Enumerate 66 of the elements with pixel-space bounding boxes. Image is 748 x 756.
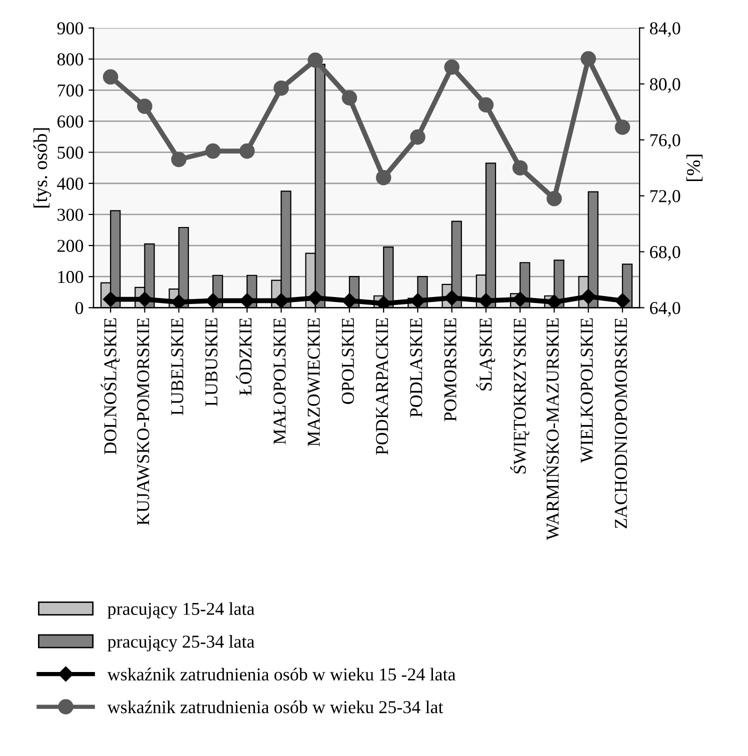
point <box>102 69 118 85</box>
point <box>239 143 255 159</box>
point <box>444 59 460 75</box>
point <box>410 129 426 145</box>
point <box>512 160 528 176</box>
y-tick-label: 700 <box>58 84 84 97</box>
y2-tick-label: 84,0 <box>650 22 680 38</box>
point <box>308 290 323 306</box>
x-tick-label: ŚLĄSKIE <box>476 318 496 390</box>
point <box>376 170 392 186</box>
x-tick-label: DOLNOŚLĄSKIE <box>100 318 120 454</box>
point <box>546 294 562 308</box>
point <box>342 90 358 106</box>
x-tick-label: ZACHODNIOPOMORSKIE <box>614 318 627 528</box>
point <box>546 190 562 206</box>
point <box>444 290 460 306</box>
y-tick-label: 500 <box>58 146 84 159</box>
legend-label: pracujący 25-34 lata <box>108 635 254 652</box>
point <box>171 152 186 168</box>
x-tick-label: WARMIŃSKO-MAZURSKIE <box>543 318 559 540</box>
point <box>137 98 152 114</box>
y-tick-label: 0 <box>75 302 84 314</box>
y-axis-title: [tys. osób] <box>33 128 52 208</box>
y2-tick-label: 64,0 <box>650 302 680 317</box>
x-tick-label: WIELKOPOLSKIE <box>580 318 593 463</box>
y-tick-label: 400 <box>57 178 84 190</box>
x-tick-label: MAZOWIECKIE <box>308 318 320 446</box>
x-tick-label: PODKARPACKIE <box>376 318 388 455</box>
point <box>205 143 221 159</box>
legend-label: wskaźnik zatrudnienia osób w wieku 15 -24 lata <box>107 668 456 681</box>
point <box>308 52 323 68</box>
y-tick-label: 600 <box>57 115 84 128</box>
y-tick-label: 200 <box>57 240 84 252</box>
legend-label: wskaźnik zatrudnienia osób w wieku 25-34 lat <box>107 700 444 714</box>
y-tick-label: 100 <box>58 270 84 284</box>
point <box>342 293 358 308</box>
point <box>614 293 630 308</box>
y-tick-label: 800 <box>57 53 84 66</box>
x-tick-label: LUBUSKIE <box>205 318 218 406</box>
y2-tick-label: 76,0 <box>650 134 680 149</box>
y2-tick-label: 80,0 <box>650 78 680 93</box>
x-tick-label: POMORSKIE <box>444 318 456 422</box>
point <box>478 293 494 308</box>
x-tick-label: PODLASKIE <box>410 318 422 418</box>
x-tick-label: ŁÓDZKIE <box>236 318 252 396</box>
x-tick-label: MAŁOPOLSKIE <box>274 318 286 444</box>
y-tick-label: 900 <box>57 22 84 34</box>
point <box>478 97 494 113</box>
point <box>580 288 596 304</box>
x-tick-label: KUJAWSKO-POMORSKIE <box>137 318 150 526</box>
point <box>580 51 596 66</box>
x-tick-label: ŚWIĘTOKRZYSKIE <box>510 318 530 474</box>
y-tick-label: 300 <box>58 208 84 221</box>
point <box>137 292 152 307</box>
point <box>274 80 289 96</box>
point <box>274 293 289 308</box>
x-tick-label: OPOLSKIE <box>342 318 354 404</box>
legend-label: pracujący 15-24 lata <box>108 602 254 619</box>
y2-tick-label: 68,0 <box>650 246 680 261</box>
point <box>410 293 426 308</box>
y2-axis-title: [%] <box>686 154 703 181</box>
point <box>512 292 528 307</box>
point <box>614 120 630 135</box>
point <box>171 294 186 308</box>
x-tick-label: LUBELSKIE <box>171 318 184 416</box>
y2-tick-label: 72,0 <box>650 190 680 205</box>
